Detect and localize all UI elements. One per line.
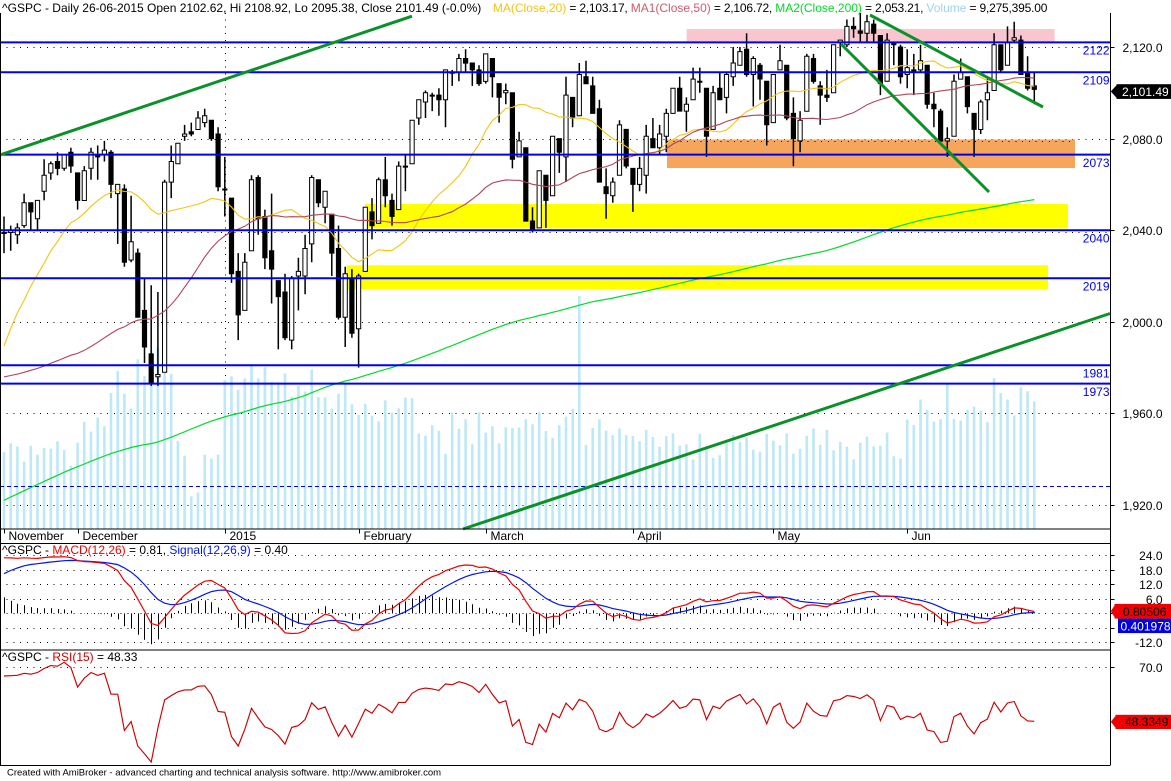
svg-text:2019: 2019 bbox=[1083, 280, 1110, 294]
svg-text:24.0: 24.0 bbox=[1139, 549, 1163, 563]
svg-text:^GSPC - RSI(15) = 48.33: ^GSPC - RSI(15) = 48.33 bbox=[2, 650, 138, 664]
svg-text:Jun: Jun bbox=[912, 529, 931, 543]
svg-text:Created with AmiBroker - advan: Created with AmiBroker - advanced charti… bbox=[7, 768, 441, 779]
svg-text:April: April bbox=[638, 529, 662, 543]
svg-text:2,101.49: 2,101.49 bbox=[1122, 85, 1169, 99]
svg-text:2,120.0: 2,120.0 bbox=[1122, 41, 1162, 55]
svg-text:1,920.0: 1,920.0 bbox=[1122, 499, 1162, 513]
svg-text:2073: 2073 bbox=[1083, 156, 1110, 170]
svg-text:2,000.0: 2,000.0 bbox=[1122, 316, 1162, 330]
svg-text:2,080.0: 2,080.0 bbox=[1122, 133, 1162, 147]
svg-text:-12.0: -12.0 bbox=[1135, 636, 1163, 650]
svg-text:48.3349: 48.3349 bbox=[1125, 715, 1169, 729]
svg-text:2040: 2040 bbox=[1083, 231, 1110, 245]
svg-text:2109: 2109 bbox=[1083, 73, 1110, 87]
svg-text:^GSPC - MACD(12,26) = 0.81, Si: ^GSPC - MACD(12,26) = 0.81, Signal(12,26… bbox=[2, 543, 288, 557]
svg-text:December: December bbox=[83, 529, 138, 543]
svg-text:2015: 2015 bbox=[230, 529, 257, 543]
svg-text:February: February bbox=[364, 529, 412, 543]
svg-text:0.80506: 0.80506 bbox=[1123, 605, 1167, 619]
svg-text:6.0: 6.0 bbox=[1146, 593, 1163, 607]
svg-text:12.0: 12.0 bbox=[1139, 578, 1163, 592]
svg-text:1,960.0: 1,960.0 bbox=[1122, 407, 1162, 421]
svg-text:May: May bbox=[778, 529, 801, 543]
svg-text:2,040.0: 2,040.0 bbox=[1122, 224, 1162, 238]
svg-text:2122: 2122 bbox=[1083, 44, 1110, 58]
svg-text:^GSPC - Daily 26-06-2015 Open: ^GSPC - Daily 26-06-2015 Open 2102.62, H… bbox=[2, 1, 1048, 15]
svg-text:0.401978: 0.401978 bbox=[1121, 620, 1171, 634]
svg-text:1973: 1973 bbox=[1083, 385, 1110, 399]
svg-text:1981: 1981 bbox=[1083, 367, 1110, 381]
svg-text:70.0: 70.0 bbox=[1139, 661, 1163, 675]
svg-text:November: November bbox=[9, 529, 64, 543]
svg-text:March: March bbox=[491, 529, 524, 543]
svg-text:18.0: 18.0 bbox=[1139, 564, 1163, 578]
